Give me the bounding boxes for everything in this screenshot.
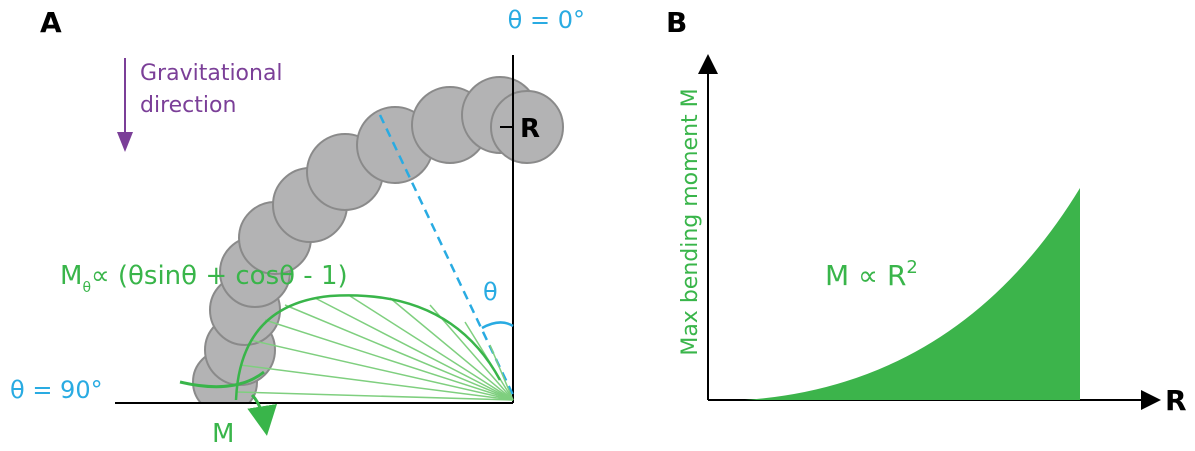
formula-main: M [60,261,82,291]
moment-label: M [212,419,234,449]
moment-area [745,188,1080,400]
x-axis-label: R [1165,384,1187,417]
formula-sub: θ [82,280,91,296]
theta-ninety: θ = 90° [10,376,103,404]
theta-label: θ [483,278,498,306]
y-axis-label: Max bending moment M [678,88,703,355]
gravity-label: Gravitational [140,61,283,86]
radius-label: R [520,114,540,144]
theta-arc [482,322,513,328]
figure: A θ = 0° Gravitational direction R θ Mθ∝… [0,0,1195,451]
formula-rest: ∝ (θsinθ + cosθ - 1) [91,261,348,291]
relation: M ∝ R2 [825,257,918,292]
relation-main: M ∝ R [825,259,906,292]
formula: Mθ∝ (θsinθ + cosθ - 1) [60,261,348,296]
panel-label: B [666,6,687,39]
gravity-label: direction [140,93,236,118]
theta-zero: θ = 0° [508,6,585,34]
panel-label: A [40,6,62,39]
relation-sup: 2 [906,257,917,278]
